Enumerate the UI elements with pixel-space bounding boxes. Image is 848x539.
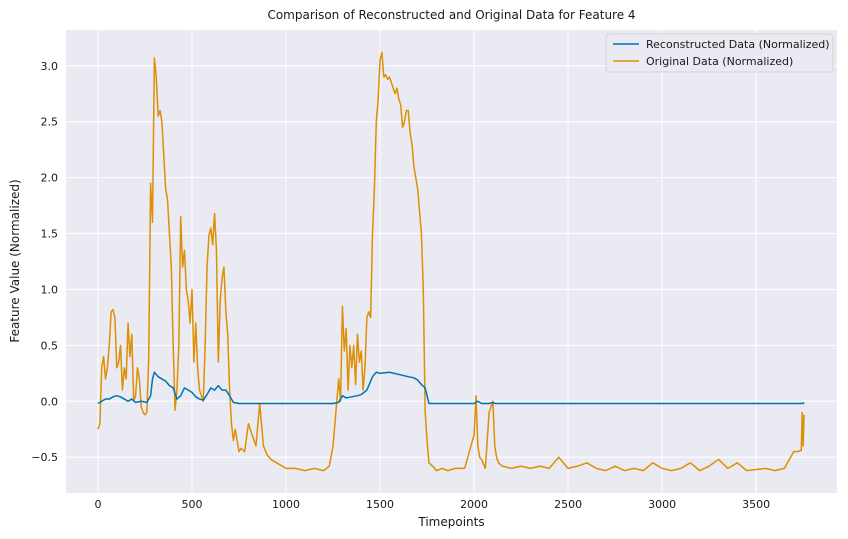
- y-tick-label: 2.0: [41, 172, 59, 185]
- y-axis-label: Feature Value (Normalized): [8, 179, 22, 342]
- x-tick-label: 2000: [460, 498, 488, 511]
- legend-label-original: Original Data (Normalized): [646, 55, 793, 68]
- legend: Reconstructed Data (Normalized) Original…: [605, 33, 834, 73]
- plot-area: [66, 30, 837, 493]
- y-tick-label: 3.0: [41, 60, 59, 73]
- y-tick-label: 0.5: [41, 339, 59, 352]
- x-axis-label: Timepoints: [417, 515, 484, 529]
- series-lines: [97, 51, 805, 472]
- y-tick-label: 0.0: [41, 395, 59, 408]
- x-tick-label: 1500: [366, 498, 394, 511]
- y-tick-label: 1.0: [41, 283, 59, 296]
- y-tick-label: 1.5: [41, 228, 59, 241]
- series-line-reconstructed: [97, 371, 805, 405]
- gridlines: [66, 30, 837, 493]
- x-tick-label: 1000: [272, 498, 300, 511]
- x-tick-label: 3500: [742, 498, 770, 511]
- legend-box: [605, 33, 834, 73]
- y-tick-label: 2.5: [41, 116, 59, 129]
- chart-title: Comparison of Reconstructed and Original…: [267, 8, 635, 22]
- legend-label-reconstructed: Reconstructed Data (Normalized): [646, 38, 830, 51]
- y-tick-label: −0.5: [31, 451, 58, 464]
- y-tick-labels: −0.5 0.0 0.5 1.0 1.5 2.0 2.5 3.0: [31, 60, 58, 464]
- x-tick-labels: 0 500 1000 1500 2000 2500 3000 3500: [94, 498, 770, 511]
- series-line-original: [97, 51, 805, 472]
- x-tick-label: 500: [181, 498, 202, 511]
- x-tick-label: 0: [94, 498, 101, 511]
- x-tick-label: 3000: [648, 498, 676, 511]
- x-tick-label: 2500: [554, 498, 582, 511]
